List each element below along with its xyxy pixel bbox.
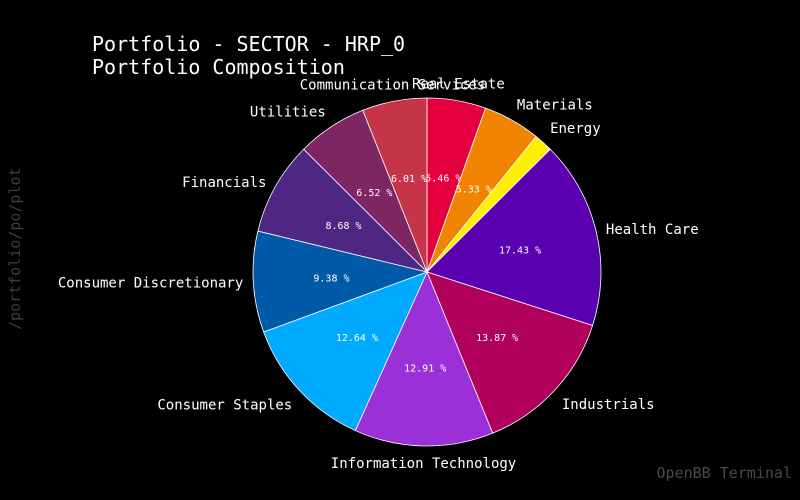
pie-slice-information-technology: [354, 270, 494, 447]
slice-label: Industrials: [562, 397, 655, 413]
pct-label: 6.01 %: [391, 174, 427, 185]
slice-label: Energy: [550, 121, 601, 137]
pct-label: 6.52 %: [356, 188, 392, 199]
slice-label: Consumer Discretionary: [58, 275, 243, 291]
slice-label: Health Care: [606, 222, 699, 238]
slice-label: Real Estate: [412, 77, 505, 93]
chart-title-line-1: Portfolio - SECTOR - HRP_0: [92, 32, 406, 56]
pct-label: 9.38 %: [313, 273, 349, 284]
slice-label: Information Technology: [331, 456, 516, 472]
slice-label: Communication Services: [300, 77, 485, 93]
slice-label: Consumer Staples: [157, 397, 292, 413]
chart-title-line-2: Portfolio Composition: [92, 55, 345, 79]
pct-label: 12.64 %: [336, 333, 378, 344]
pie-slice-communication-services: [362, 97, 428, 273]
pct-label: 12.91 %: [404, 364, 446, 375]
pct-label: 17.43 %: [499, 246, 541, 257]
pie-slice-consumer-staples: [263, 271, 428, 432]
pie-slice-health-care: [426, 148, 602, 326]
pie-slice-consumer-discretionary: [252, 230, 429, 333]
pct-label: 8.68 %: [325, 221, 361, 232]
slice-label: Materials: [517, 97, 593, 113]
pct-label: 5.46 %: [425, 174, 461, 185]
watermark: OpenBB Terminal: [656, 464, 792, 482]
slice-label: Financials: [182, 175, 266, 191]
pct-label: 5.33 %: [456, 185, 492, 196]
pie-slice-industrials: [426, 271, 594, 434]
slice-label: Utilities: [250, 104, 326, 120]
pct-label: 13.87 %: [476, 333, 518, 344]
chart-title: Portfolio - SECTOR - HRP_0 Portfolio Com…: [92, 33, 405, 79]
pie-slice-financials: [257, 148, 429, 273]
